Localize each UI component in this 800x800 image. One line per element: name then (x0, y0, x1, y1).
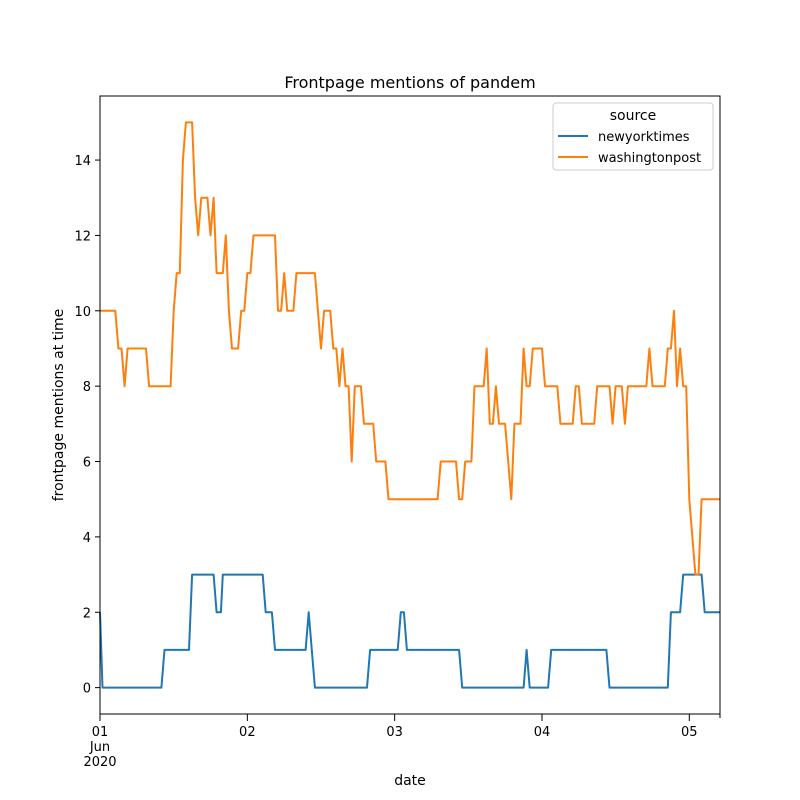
y-tick-label: 6 (83, 456, 91, 471)
x-tick-label: 03 (386, 725, 403, 740)
x-tick-sublabel: 2020 (83, 755, 116, 770)
legend-entries: newyorktimes washingtonpost (558, 130, 701, 166)
y-tick-label: 4 (83, 531, 91, 546)
legend-label-newyorktimes: newyorktimes (598, 130, 690, 145)
chart-title: Frontpage mentions of pandem (284, 73, 535, 92)
y-tick-label: 10 (74, 305, 91, 320)
legend-title: source (610, 108, 657, 124)
x-tick-label: 04 (534, 725, 551, 740)
y-tick-label: 14 (74, 154, 91, 169)
x-tick-label: 05 (681, 725, 698, 740)
plot-area (99, 95, 721, 715)
series-line-newyorktimes (99, 573, 720, 689)
y-axis: 0 2 4 6 8 10 12 14 (74, 154, 100, 697)
y-tick-label: 12 (74, 229, 91, 244)
series-layer (99, 121, 720, 689)
series-line-washingtonpost (100, 121, 720, 576)
y-tick-label: 8 (83, 380, 91, 395)
x-axis-label: date (394, 773, 426, 789)
y-axis-label: frontpage mentions at time (51, 309, 67, 502)
y-tick-label: 2 (83, 606, 91, 621)
x-tick-label: 02 (239, 725, 256, 740)
axes-frame (99, 95, 721, 715)
x-tick-label: 01 (92, 725, 109, 740)
legend: source newyorktimes washingtonpost (552, 102, 714, 171)
x-tick-sublabel: Jun (89, 740, 110, 755)
legend-label-washingtonpost: washingtonpost (598, 151, 701, 166)
legend-box (552, 102, 714, 171)
y-tick-label: 0 (83, 682, 91, 697)
